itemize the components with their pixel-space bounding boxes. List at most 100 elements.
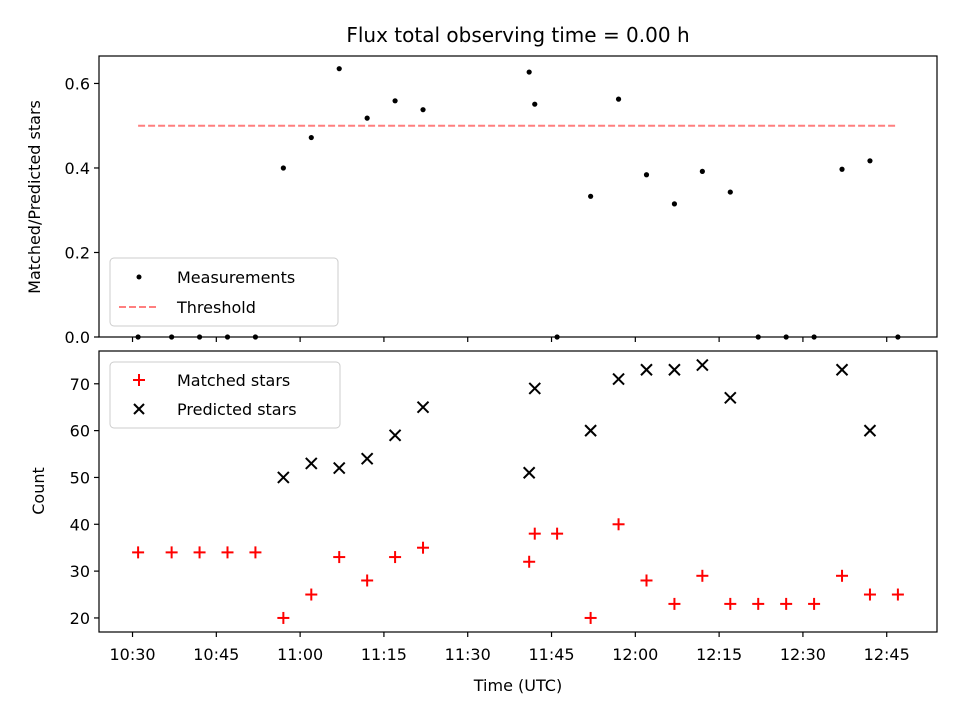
- measurement-point: [420, 107, 426, 113]
- x-tick-label-7: 12:15: [696, 645, 742, 664]
- top-y-tick-label-0: 0.0: [65, 328, 90, 347]
- predicted-stars-point: [360, 452, 374, 465]
- matched-stars-point: [221, 546, 234, 559]
- matched-stars-point: [612, 518, 625, 531]
- matched-stars-point: [389, 551, 402, 564]
- legend-measurements-label: Measurements: [177, 268, 295, 287]
- legend-threshold-label: Threshold: [176, 298, 256, 317]
- top-y-axis-label: Matched/Predicted stars: [25, 100, 44, 294]
- top-legend: Measurements Threshold: [109, 257, 339, 327]
- measurement-point: [526, 69, 532, 75]
- x-tick-label-4: 11:30: [445, 645, 491, 664]
- bottom-x-ticks: 10:30 10:45 11:00 11:15 11:30 11:45 12:00 12:15…: [109, 632, 910, 664]
- matched-stars-point: [724, 597, 737, 610]
- top-y-tick-label-1: 0.2: [65, 243, 90, 262]
- matched-stars-point: [584, 611, 597, 624]
- measurement-point: [643, 172, 650, 178]
- top-legend-box: [109, 257, 339, 327]
- top-y-tick-label-3: 0.6: [65, 74, 90, 93]
- matched-stars-point: [333, 551, 346, 564]
- predicted-stars-point: [416, 400, 430, 414]
- matched-stars-point: [668, 597, 681, 610]
- measurement-point: [615, 96, 622, 102]
- predicted-stars-point: [522, 466, 536, 479]
- legend-predicted-marker: [133, 403, 145, 415]
- bottom-y-tick-label-0: 20: [70, 609, 90, 628]
- matched-stars-point: [640, 574, 653, 587]
- measurement-point: [699, 168, 705, 174]
- legend-matched-label: Matched stars: [177, 371, 290, 390]
- measurement-point: [392, 98, 398, 104]
- top-axes-frame: [98, 55, 938, 338]
- predicted-stars-point: [612, 372, 625, 386]
- bottom-y-tick-label-1: 30: [70, 562, 90, 581]
- measurement-point: [364, 115, 370, 121]
- bottom-y-tick-label-3: 50: [70, 468, 90, 487]
- legend-matched-marker: [133, 374, 145, 386]
- predicted-stars-point: [584, 424, 597, 437]
- matched-stars-point: [752, 597, 765, 610]
- matched-stars-point: [417, 541, 430, 554]
- x-tick-label-6: 12:00: [612, 645, 658, 664]
- star-count-panel: Count Time (UTC) 20 30 40 50 60 70 10:30 10:45…: [29, 350, 938, 695]
- x-tick-label-3: 11:15: [361, 645, 407, 664]
- matched-stars-point: [780, 597, 793, 610]
- bottom-axes-frame: [98, 350, 938, 633]
- matched-stars-point: [891, 588, 904, 601]
- matched-stars-point: [361, 574, 374, 587]
- top-y-tick-label-2: 0.4: [65, 159, 90, 178]
- flux-ratio-panel: Flux total observing time = 0.00 h Match…: [25, 23, 938, 347]
- matched-stars-point: [165, 546, 178, 559]
- top-y-ticks: 0.0 0.2 0.4 0.6: [65, 74, 99, 347]
- bottom-plot-area: [132, 358, 904, 624]
- matched-stars-point: [808, 597, 821, 610]
- x-tick-label-1: 10:45: [193, 645, 239, 664]
- predicted-stars-point: [528, 382, 541, 395]
- predicted-stars-point: [333, 461, 346, 475]
- matched-stars-point: [696, 569, 709, 582]
- bottom-y-tick-label-5: 70: [70, 375, 90, 394]
- matched-stars-point: [305, 588, 318, 601]
- legend-measurements-marker: [136, 274, 142, 280]
- measurement-point: [727, 189, 733, 195]
- top-x-ticks: [131, 337, 888, 342]
- predicted-stars-point: [277, 471, 290, 484]
- measurement-point: [671, 201, 678, 207]
- matched-stars-point: [836, 569, 849, 582]
- bottom-legend-box: [109, 361, 341, 429]
- x-tick-label-2: 11:00: [277, 645, 323, 664]
- x-tick-label-0: 10:30: [109, 645, 155, 664]
- measurement-point: [308, 134, 314, 141]
- predicted-stars-point: [724, 391, 737, 405]
- measurement-point: [280, 165, 286, 171]
- matched-stars-point: [523, 555, 536, 568]
- predicted-stars-point: [388, 429, 402, 442]
- x-tick-label-8: 12:30: [780, 645, 826, 664]
- predicted-stars-point: [696, 358, 709, 372]
- bottom-y-tick-label-4: 60: [70, 422, 90, 441]
- predicted-stars-point: [668, 363, 681, 376]
- x-tick-label-5: 11:45: [528, 645, 574, 664]
- measurement-point: [867, 158, 873, 164]
- predicted-stars-point: [305, 457, 318, 470]
- measurement-point: [532, 101, 538, 107]
- chart-title: Flux total observing time = 0.00 h: [346, 23, 689, 47]
- matched-stars-point: [863, 588, 876, 601]
- x-tick-label-9: 12:45: [864, 645, 910, 664]
- predicted-stars-point: [640, 363, 653, 376]
- matched-stars-point: [277, 611, 290, 624]
- legend-predicted-label: Predicted stars: [177, 400, 297, 419]
- bottom-legend: Matched stars Predicted stars: [109, 361, 341, 429]
- bottom-y-axis-label: Count: [29, 467, 48, 515]
- measurement-point: [336, 66, 342, 72]
- bottom-y-ticks: 20 30 40 50 60 70: [70, 375, 99, 628]
- matched-stars-point: [551, 527, 564, 540]
- measurement-point: [588, 193, 594, 199]
- measurement-point: [839, 166, 845, 172]
- bottom-y-tick-label-2: 40: [70, 515, 90, 534]
- predicted-stars-point: [835, 363, 849, 376]
- matched-stars-point: [528, 527, 541, 540]
- x-axis-label: Time (UTC): [473, 676, 562, 695]
